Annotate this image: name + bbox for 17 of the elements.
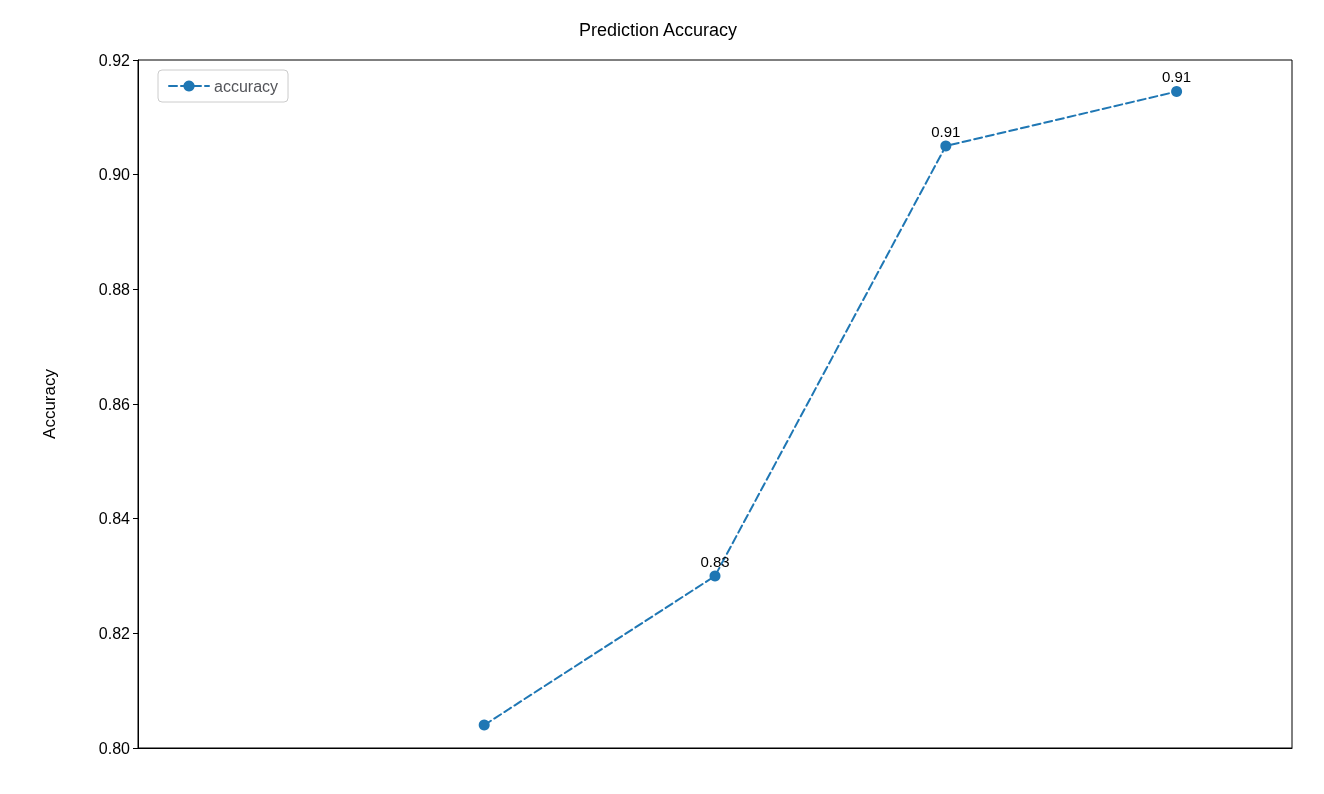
data-label: 0.83 [700, 552, 730, 570]
data-label: 0.91 [1162, 68, 1192, 86]
y-tick-label: 0.82 [98, 624, 131, 642]
point [940, 140, 952, 152]
y-tick-label: 0.92 [98, 51, 131, 69]
y-tick-label: 0.84 [98, 510, 131, 528]
legend-label: accuracy [214, 77, 279, 95]
y-tick-label: 0.88 [98, 280, 131, 298]
point [709, 570, 721, 582]
point [478, 719, 490, 731]
y-axis-title: Accuracy [40, 368, 59, 439]
point [1171, 86, 1183, 98]
y-tick-label: 0.90 [98, 166, 131, 184]
chart-title: Prediction Accuracy [578, 20, 738, 40]
data-label: 0.91 [931, 122, 961, 140]
y-tick-label: 0.80 [98, 739, 131, 757]
y-tick-label: 0.86 [98, 395, 131, 413]
